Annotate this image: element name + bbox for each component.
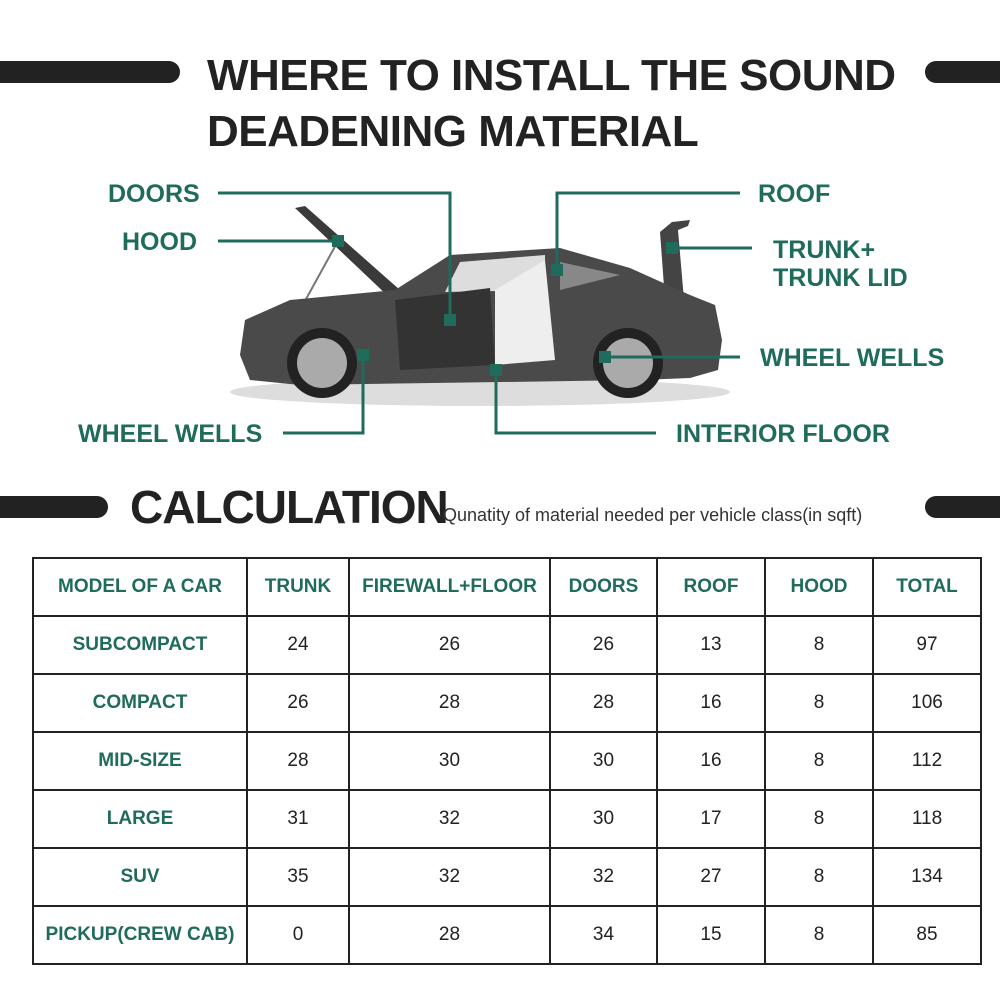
value-cell: 8 (764, 615, 874, 675)
value-cell: 8 (764, 789, 874, 849)
value-cell: 97 (872, 615, 982, 675)
column-header: TOTAL (872, 557, 982, 617)
table-row: SUBCOMPACT 24 26 26 13 8 97 (32, 615, 982, 675)
value-cell: 106 (872, 673, 982, 733)
decorative-bar (925, 496, 1000, 518)
value-cell: 112 (872, 731, 982, 791)
value-cell: 8 (764, 731, 874, 791)
decorative-bar (0, 61, 180, 83)
value-cell: 35 (246, 847, 350, 907)
value-cell: 30 (348, 731, 551, 791)
value-cell: 28 (348, 673, 551, 733)
label-roof: ROOF (758, 180, 831, 208)
calculation-heading: CALCULATION (130, 481, 449, 533)
value-cell: 26 (246, 673, 350, 733)
marker-squares (332, 235, 678, 376)
value-cell: 26 (549, 615, 658, 675)
leader-lines (218, 191, 752, 435)
label-trunk: TRUNK+ TRUNK LID (773, 236, 908, 292)
value-cell: 85 (872, 905, 982, 965)
value-cell: 24 (246, 615, 350, 675)
label-interior-floor: INTERIOR FLOOR (676, 420, 890, 448)
title-line: WHERE TO INSTALL THE SOUND (207, 51, 896, 100)
value-cell: 8 (764, 847, 874, 907)
car-door (395, 288, 495, 370)
label-wheel-wells-right: WHEEL WELLS (760, 344, 945, 372)
material-table: MODEL OF A CAR TRUNK FIREWALL+FLOOR DOORS RO… (32, 557, 982, 965)
value-cell: 31 (246, 789, 350, 849)
table-row: LARGE 31 32 30 17 8 118 (32, 789, 982, 849)
column-header: FIREWALL+FLOOR (348, 557, 551, 617)
value-cell: 134 (872, 847, 982, 907)
value-cell: 28 (246, 731, 350, 791)
model-cell: COMPACT (32, 673, 248, 733)
value-cell: 30 (549, 731, 658, 791)
car-hood (295, 206, 400, 298)
car-diagram (218, 191, 752, 435)
decorative-bar (925, 61, 1000, 83)
column-header: TRUNK (246, 557, 350, 617)
column-header: DOORS (549, 557, 658, 617)
decorative-bar (0, 496, 108, 518)
table-row: COMPACT 26 28 28 16 8 106 (32, 673, 982, 733)
page-title: WHERE TO INSTALL THE SOUND DEADENING MAT… (207, 48, 896, 160)
label-trunk-line2: TRUNK LID (773, 264, 908, 292)
table-row: PICKUP(CREW CAB) 0 28 34 15 8 85 (32, 905, 982, 965)
table-row: MID-SIZE 28 30 30 16 8 112 (32, 731, 982, 791)
car-rear-window (560, 262, 620, 290)
value-cell: 8 (764, 673, 874, 733)
value-cell: 0 (246, 905, 350, 965)
value-cell: 16 (656, 673, 766, 733)
label-hood: HOOD (122, 228, 197, 256)
value-cell: 26 (348, 615, 551, 675)
value-cell: 118 (872, 789, 982, 849)
title-line: DEADENING MATERIAL (207, 107, 699, 156)
value-cell: 30 (549, 789, 658, 849)
value-cell: 28 (549, 673, 658, 733)
column-header: ROOF (656, 557, 766, 617)
value-cell: 28 (348, 905, 551, 965)
model-cell: SUBCOMPACT (32, 615, 248, 675)
value-cell: 17 (656, 789, 766, 849)
calculation-subtitle: Qunatity of material needed per vehicle … (443, 505, 863, 525)
value-cell: 34 (549, 905, 658, 965)
model-cell: PICKUP(CREW CAB) (32, 905, 248, 965)
table-header-row: MODEL OF A CAR TRUNK FIREWALL+FLOOR DOORS RO… (32, 557, 982, 617)
value-cell: 32 (549, 847, 658, 907)
table-row: SUV 35 32 32 27 8 134 (32, 847, 982, 907)
value-cell: 13 (656, 615, 766, 675)
label-doors: DOORS (108, 180, 200, 208)
label-trunk-line1: TRUNK+ (773, 236, 876, 264)
car-interior (495, 260, 555, 365)
model-cell: LARGE (32, 789, 248, 849)
value-cell: 27 (656, 847, 766, 907)
model-cell: SUV (32, 847, 248, 907)
value-cell: 32 (348, 847, 551, 907)
label-wheel-wells-left: WHEEL WELLS (78, 420, 263, 448)
column-header: HOOD (764, 557, 874, 617)
car-trunk-lid (660, 220, 690, 300)
model-cell: MID-SIZE (32, 731, 248, 791)
value-cell: 8 (764, 905, 874, 965)
value-cell: 15 (656, 905, 766, 965)
value-cell: 16 (656, 731, 766, 791)
value-cell: 32 (348, 789, 551, 849)
column-header: MODEL OF A CAR (32, 557, 248, 617)
